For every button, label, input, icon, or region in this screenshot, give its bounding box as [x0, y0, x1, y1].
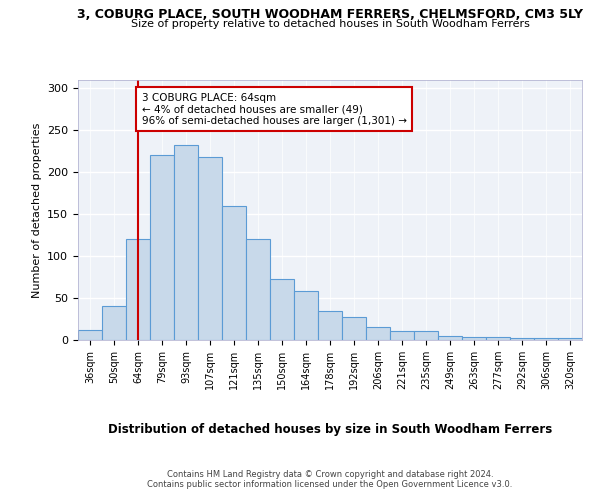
Text: 3 COBURG PLACE: 64sqm
← 4% of detached houses are smaller (49)
96% of semi-detac: 3 COBURG PLACE: 64sqm ← 4% of detached h…: [142, 92, 407, 126]
Text: Contains public sector information licensed under the Open Government Licence v3: Contains public sector information licen…: [148, 480, 512, 489]
Bar: [198, 157, 222, 340]
Text: 3, COBURG PLACE, SOUTH WOODHAM FERRERS, CHELMSFORD, CM3 5LY: 3, COBURG PLACE, SOUTH WOODHAM FERRERS, …: [77, 8, 583, 20]
Bar: [126, 240, 150, 340]
Bar: [222, 206, 246, 340]
Text: Distribution of detached houses by size in South Woodham Ferrers: Distribution of detached houses by size …: [108, 422, 552, 436]
Bar: [462, 336, 486, 340]
Bar: [102, 306, 126, 340]
Y-axis label: Number of detached properties: Number of detached properties: [32, 122, 41, 298]
Text: Contains HM Land Registry data © Crown copyright and database right 2024.: Contains HM Land Registry data © Crown c…: [167, 470, 493, 479]
Bar: [294, 290, 318, 340]
Bar: [558, 338, 582, 340]
Bar: [342, 316, 366, 340]
Bar: [366, 328, 390, 340]
Bar: [270, 279, 294, 340]
Bar: [174, 146, 198, 340]
Bar: [438, 336, 462, 340]
Bar: [246, 240, 270, 340]
Text: Size of property relative to detached houses in South Woodham Ferrers: Size of property relative to detached ho…: [131, 19, 529, 29]
Bar: [150, 156, 174, 340]
Bar: [414, 331, 438, 340]
Bar: [534, 338, 558, 340]
Bar: [390, 331, 414, 340]
Bar: [318, 312, 342, 340]
Bar: [78, 330, 102, 340]
Bar: [510, 338, 534, 340]
Bar: [486, 338, 510, 340]
